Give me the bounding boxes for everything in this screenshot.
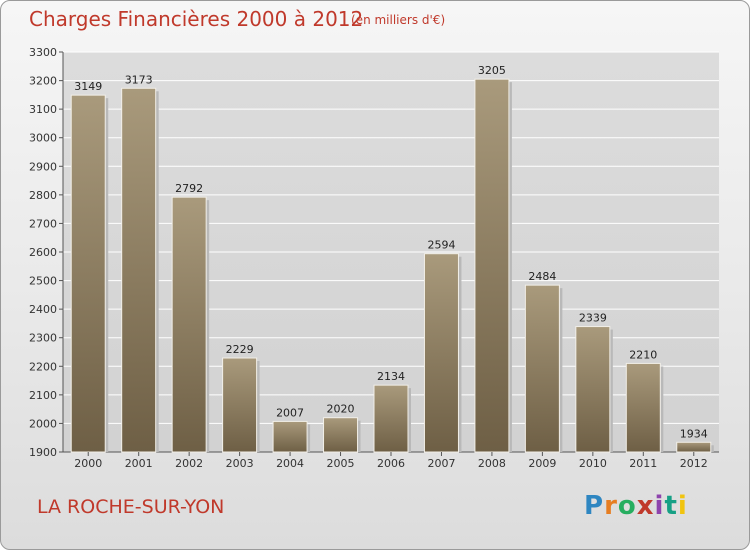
x-tick-label: 2008 xyxy=(478,457,506,470)
bar xyxy=(121,87,157,453)
x-tick-label: 2000 xyxy=(74,457,102,470)
bar xyxy=(70,94,106,453)
data-label: 2210 xyxy=(629,348,657,361)
chart-title: Charges Financières 2000 à 2012 xyxy=(29,7,364,31)
y-tick-label: 3100 xyxy=(29,103,57,116)
x-tick-label: 2006 xyxy=(377,457,405,470)
bar xyxy=(524,284,560,453)
proxiti-logo: Proxiti xyxy=(584,491,688,521)
data-label: 2020 xyxy=(327,403,355,416)
y-tick-label: 2900 xyxy=(29,160,57,173)
y-tick-label: 2200 xyxy=(29,360,57,373)
y-tick-label: 3300 xyxy=(29,46,57,59)
y-tick-label: 2000 xyxy=(29,417,57,430)
data-label: 3205 xyxy=(478,64,506,77)
x-tick-label: 2005 xyxy=(327,457,355,470)
data-label: 2229 xyxy=(226,343,254,356)
data-label: 1934 xyxy=(680,427,708,440)
bar xyxy=(423,253,459,453)
data-label: 3149 xyxy=(74,80,102,93)
bar xyxy=(575,326,611,453)
y-tick-label: 2300 xyxy=(29,332,57,345)
y-tick-label: 2100 xyxy=(29,389,57,402)
y-tick-label: 2500 xyxy=(29,275,57,288)
y-tick-label: 2800 xyxy=(29,189,57,202)
y-tick-label: 2400 xyxy=(29,303,57,316)
bar xyxy=(272,420,308,453)
y-tick-label: 3000 xyxy=(29,132,57,145)
x-tick-label: 2004 xyxy=(276,457,304,470)
data-label: 2007 xyxy=(276,406,304,419)
x-tick-label: 2011 xyxy=(629,457,657,470)
bar xyxy=(222,357,258,453)
x-tick-label: 2010 xyxy=(579,457,607,470)
x-tick-label: 2002 xyxy=(175,457,203,470)
x-tick-label: 2001 xyxy=(125,457,153,470)
bar-chart: 1900 2000 2100 2200 2300 2400 2500 2600 2700 2800… xyxy=(29,46,719,470)
data-label: 2594 xyxy=(427,239,455,252)
bar xyxy=(625,362,661,453)
x-tick-label: 2003 xyxy=(226,457,254,470)
chart-subtitle: (en milliers d'€) xyxy=(351,13,446,27)
data-label: 2339 xyxy=(579,312,607,325)
bar xyxy=(474,78,510,453)
data-label: 2484 xyxy=(528,270,556,283)
x-tick-label: 2009 xyxy=(528,457,556,470)
x-tick-label: 2007 xyxy=(427,457,455,470)
y-tick-label: 2600 xyxy=(29,246,57,259)
y-tick-label: 3200 xyxy=(29,75,57,88)
data-label: 2134 xyxy=(377,370,405,383)
data-label: 3173 xyxy=(125,73,153,86)
y-tick-label: 2700 xyxy=(29,217,57,230)
city-name: LA ROCHE-SUR-YON xyxy=(37,496,225,518)
bar xyxy=(676,441,712,453)
bar xyxy=(323,417,359,453)
bar xyxy=(171,196,207,453)
y-tick-label: 1900 xyxy=(29,446,57,459)
x-tick-label: 2012 xyxy=(680,457,708,470)
data-label: 2792 xyxy=(175,182,203,195)
bar xyxy=(373,384,409,453)
